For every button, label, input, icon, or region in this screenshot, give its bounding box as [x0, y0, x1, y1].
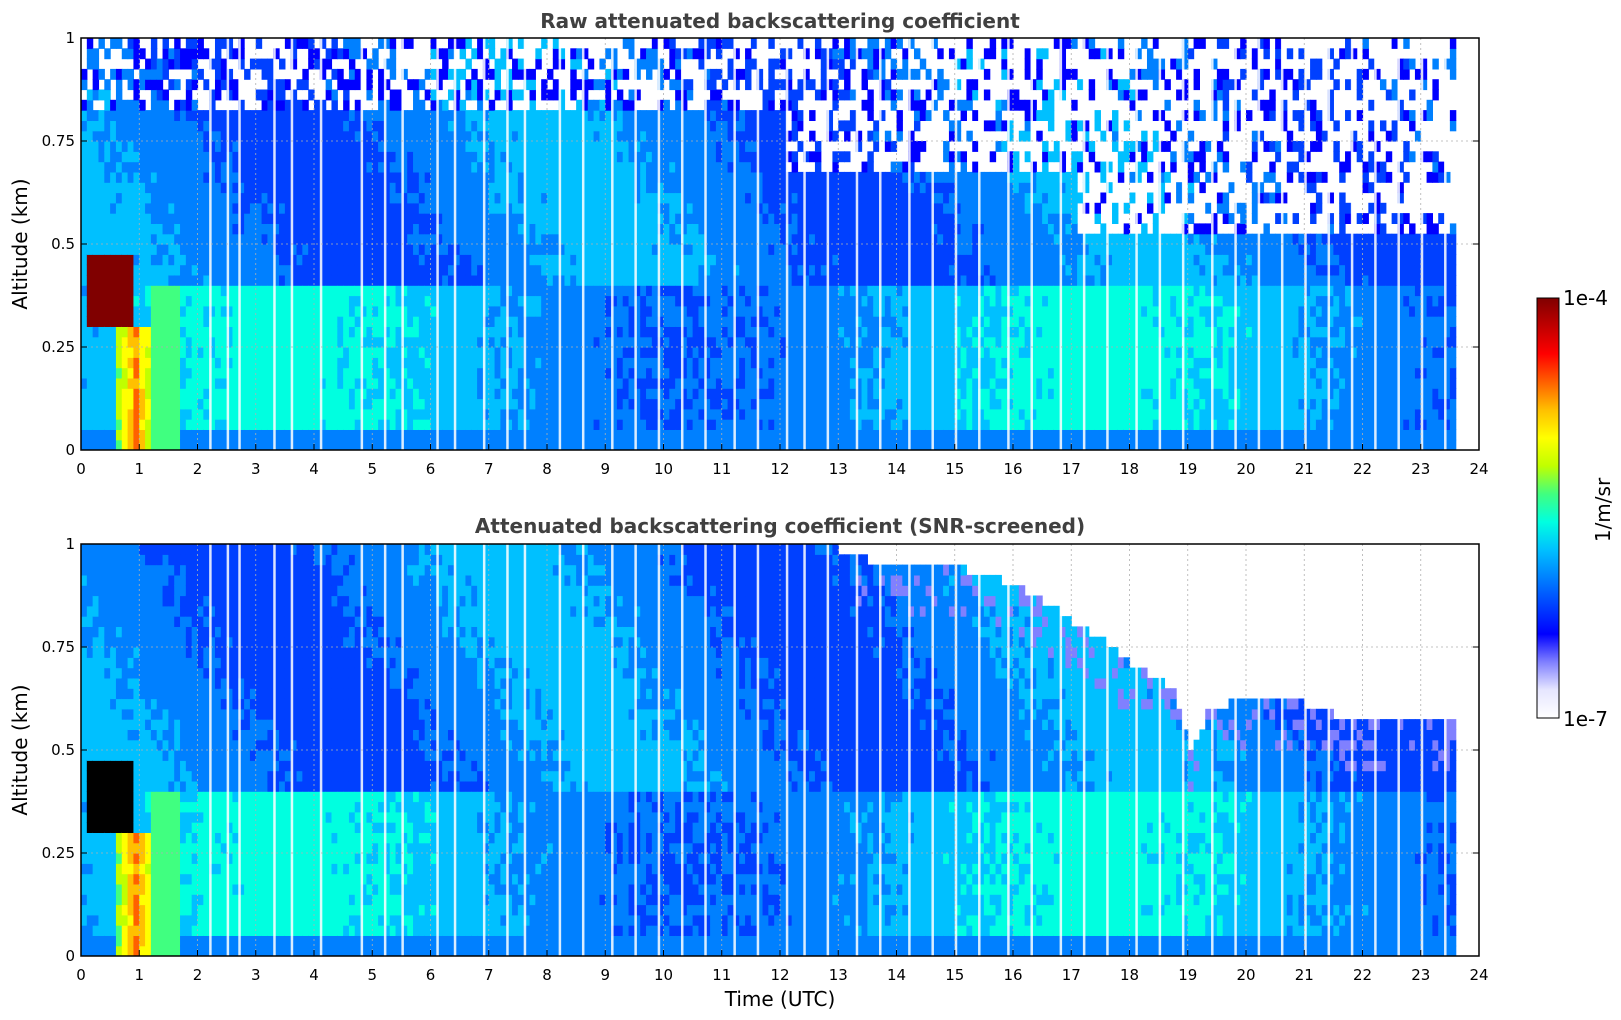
x-tick-label: 10: [654, 460, 673, 478]
y-tick-label: 0.5: [51, 235, 75, 253]
x-tick-label: 11: [712, 460, 731, 478]
y-tick-label: 0.75: [42, 132, 75, 150]
grid: [81, 544, 1479, 956]
x-tick-label: 2: [193, 460, 203, 478]
x-tick-label: 4: [309, 460, 319, 478]
y-axis: 0 0.25 0.5 0.75 1: [42, 29, 1479, 459]
y-tick-label: 0.25: [42, 338, 75, 356]
x-tick-label: 17: [1062, 966, 1081, 984]
heatmap-image: [81, 38, 1457, 450]
panel-title: Raw attenuated backscattering coefficien…: [540, 9, 1020, 33]
x-tick-label: 6: [426, 966, 436, 984]
x-tick-label: 23: [1411, 460, 1430, 478]
x-tick-label: 14: [887, 966, 906, 984]
x-axis: 0 1 2 3 4 5 6 7 8 9 10 11 12 13 14 15 16 17 18 19 20 21 22 23 24: [76, 444, 1489, 478]
x-tick-label: 20: [1236, 966, 1255, 984]
x-tick-label: 13: [829, 460, 848, 478]
colorbar-max-label: 1e-4: [1563, 286, 1608, 310]
x-tick-label: 3: [251, 966, 261, 984]
colorbar-title: 1/m/sr: [1591, 477, 1615, 542]
y-axis-label: Altitude (km): [8, 178, 32, 309]
x-axis: 0 1 2 3 4 5 6 7 8 9 10 11 12 13 14 15 16 17 18 19 20 21 22 23 24: [76, 950, 1489, 984]
x-tick-label: 16: [1003, 460, 1022, 478]
colorbar-min-label: 1e-7: [1563, 707, 1608, 731]
y-tick-label: 0: [65, 947, 75, 965]
y-tick-label: 1: [65, 29, 75, 47]
x-tick-label: 1: [134, 460, 144, 478]
x-tick-label: 9: [600, 966, 610, 984]
snr-screened-panel: Attenuated backscattering coefficient (S…: [8, 514, 1489, 1011]
x-tick-label: 8: [542, 966, 552, 984]
x-tick-label: 7: [484, 966, 494, 984]
x-tick-label: 21: [1295, 966, 1314, 984]
x-tick-label: 20: [1236, 460, 1255, 478]
raw-backscatter-panel: Raw attenuated backscattering coefficien…: [8, 9, 1489, 478]
colorbar: 1e-4 1e-7 1/m/sr: [1536, 286, 1615, 731]
x-tick-label: 1: [134, 966, 144, 984]
x-tick-label: 2: [193, 966, 203, 984]
x-axis-label: Time (UTC): [724, 987, 836, 1011]
x-tick-label: 19: [1178, 460, 1197, 478]
x-tick-label: 15: [945, 966, 964, 984]
x-tick-label: 12: [770, 460, 789, 478]
x-tick-label: 24: [1469, 460, 1488, 478]
x-tick-label: 5: [367, 966, 377, 984]
x-tick-label: 6: [426, 460, 436, 478]
y-tick-label: 0.5: [51, 741, 75, 759]
x-tick-label: 24: [1469, 966, 1488, 984]
x-tick-label: 16: [1003, 966, 1022, 984]
x-tick-label: 23: [1411, 966, 1430, 984]
x-tick-label: 7: [484, 460, 494, 478]
x-tick-label: 15: [945, 460, 964, 478]
x-tick-label: 19: [1178, 966, 1197, 984]
y-tick-label: 0.25: [42, 844, 75, 862]
x-tick-label: 0: [76, 966, 86, 984]
grid: [81, 38, 1479, 450]
y-tick-label: 1: [65, 535, 75, 553]
x-tick-label: 21: [1295, 460, 1314, 478]
x-tick-label: 10: [654, 966, 673, 984]
y-tick-label: 0: [65, 441, 75, 459]
x-tick-label: 17: [1062, 460, 1081, 478]
x-tick-label: 14: [887, 460, 906, 478]
x-tick-label: 18: [1120, 966, 1139, 984]
y-axis: 0 0.25 0.5 0.75 1: [42, 535, 1479, 965]
y-tick-label: 0.75: [42, 638, 75, 656]
x-tick-label: 4: [309, 966, 319, 984]
x-tick-label: 5: [367, 460, 377, 478]
x-tick-label: 0: [76, 460, 86, 478]
x-tick-label: 11: [712, 966, 731, 984]
x-tick-label: 18: [1120, 460, 1139, 478]
x-tick-label: 9: [600, 460, 610, 478]
y-axis-label: Altitude (km): [8, 684, 32, 815]
x-tick-label: 3: [251, 460, 261, 478]
colorbar-gradient: [1536, 297, 1560, 719]
x-tick-label: 22: [1353, 966, 1372, 984]
x-tick-label: 13: [829, 966, 848, 984]
x-tick-label: 8: [542, 460, 552, 478]
x-tick-label: 22: [1353, 460, 1372, 478]
x-tick-label: 12: [770, 966, 789, 984]
panel-title: Attenuated backscattering coefficient (S…: [475, 514, 1085, 538]
